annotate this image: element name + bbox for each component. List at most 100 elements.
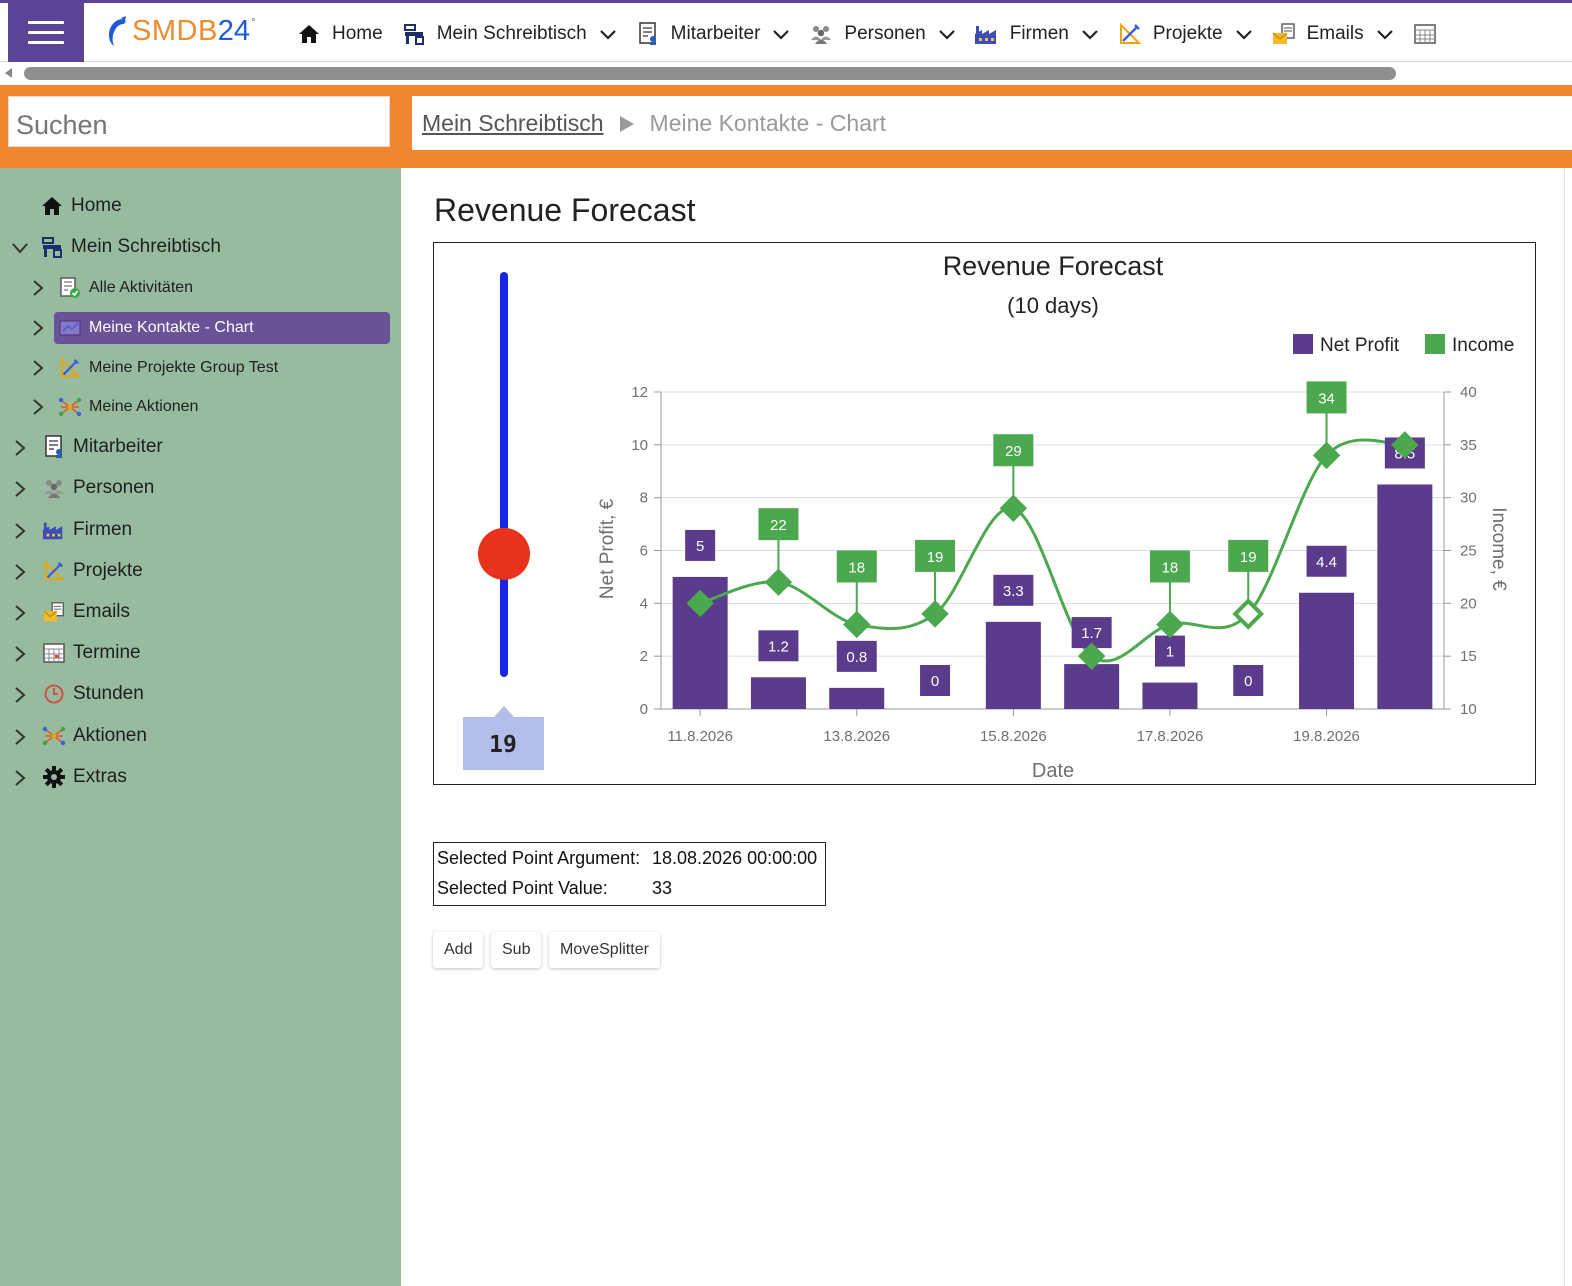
- hamburger-menu-button[interactable]: [8, 3, 84, 62]
- bar-data-label: 1.7: [1081, 625, 1102, 642]
- scroll-left-arrow-icon[interactable]: [5, 68, 12, 78]
- breadcrumb-parent-link[interactable]: Mein Schreibtisch: [422, 110, 604, 136]
- menu-line: [28, 31, 64, 34]
- income-data-label-box: [758, 508, 799, 541]
- sidebar-item-aktionen[interactable]: Aktionen: [42, 724, 147, 748]
- chevron-right-icon[interactable]: [13, 563, 27, 581]
- nav-firmen[interactable]: Firmen: [974, 22, 1099, 46]
- chevron-right-icon[interactable]: [31, 398, 45, 416]
- x-axis-title: Date: [1032, 760, 1074, 782]
- income-marker[interactable]: [1312, 441, 1341, 470]
- bar-data-label-box: [1233, 665, 1264, 696]
- y2-tick-label: 40: [1460, 384, 1477, 401]
- y2-tick-label: 30: [1460, 490, 1477, 507]
- chevron-right-icon[interactable]: [31, 279, 45, 297]
- x-tick-label: 15.8.2026: [980, 728, 1047, 745]
- chevron-right-icon[interactable]: [13, 439, 27, 457]
- brand-mark: °: [251, 16, 256, 29]
- sidebar-item-label: Projekte: [73, 560, 143, 581]
- income-marker[interactable]: [686, 589, 714, 618]
- sidebar-item-termine[interactable]: Termine: [42, 641, 141, 665]
- project-icon: [1117, 22, 1143, 46]
- chart-title: Revenue Forecast: [943, 251, 1164, 281]
- nav-home[interactable]: Home: [296, 22, 383, 46]
- chevron-down-icon[interactable]: [11, 241, 29, 255]
- income-marker-selected[interactable]: [1232, 598, 1265, 630]
- add-button[interactable]: Add: [433, 932, 484, 968]
- scrollbar-thumb[interactable]: [24, 67, 1396, 80]
- nav-mein-schreibtisch[interactable]: Mein Schreibtisch: [401, 22, 617, 46]
- search-input[interactable]: [8, 96, 390, 147]
- chevron-right-icon[interactable]: [13, 604, 27, 622]
- y2-tick-label: 25: [1460, 543, 1477, 560]
- income-marker[interactable]: [1391, 431, 1419, 459]
- income-marker[interactable]: [1156, 610, 1184, 639]
- nav-projekte[interactable]: Projekte: [1117, 22, 1253, 46]
- activities-icon: [58, 276, 82, 300]
- sidebar-item-personen[interactable]: Personen: [42, 476, 154, 500]
- income-marker[interactable]: [1077, 642, 1106, 670]
- income-data-label-box: [1149, 550, 1190, 583]
- move-splitter-button[interactable]: MoveSplitter: [549, 932, 660, 968]
- nav-personen[interactable]: Personen: [808, 22, 955, 46]
- chevron-right-icon[interactable]: [31, 319, 45, 337]
- sidebar-item-home[interactable]: Home: [40, 194, 122, 218]
- chevron-right-icon[interactable]: [13, 522, 27, 540]
- sidebar-item-emails[interactable]: Emails: [42, 600, 130, 624]
- slider-handle[interactable]: [478, 527, 530, 580]
- factory-icon: [974, 22, 1000, 46]
- bar-data-label-box: [836, 640, 877, 672]
- income-data-label: 18: [848, 559, 865, 576]
- home-icon: [296, 22, 322, 46]
- clock-icon: [42, 682, 66, 706]
- brand-logo[interactable]: SMDB 24 °: [104, 15, 255, 48]
- income-marker[interactable]: [921, 600, 949, 628]
- chevron-right-icon[interactable]: [13, 480, 27, 498]
- chevron-right-icon[interactable]: [13, 728, 27, 746]
- sidebar-item-firmen[interactable]: Firmen: [42, 518, 132, 542]
- nav-mitarbeiter[interactable]: Mitarbeiter: [635, 22, 791, 46]
- bar-data-label-box: [920, 665, 951, 696]
- nav-emails-label: Emails: [1306, 23, 1364, 44]
- sidebar-item-stunden[interactable]: Stunden: [42, 682, 144, 706]
- range-slider[interactable]: 19: [463, 272, 544, 770]
- sidebar-item-extras[interactable]: Extras: [42, 765, 127, 789]
- selected-argument-label: Selected Point Argument:: [437, 848, 641, 868]
- nav-emails[interactable]: Emails: [1271, 22, 1394, 46]
- sidebar-item-label: Meine Kontakte - Chart: [89, 319, 254, 336]
- income-marker[interactable]: [843, 610, 871, 639]
- sidebar-item-alle-aktivitaeten[interactable]: Alle Aktivitäten: [58, 276, 193, 300]
- income-data-label: 18: [1162, 559, 1179, 576]
- chevron-right-icon[interactable]: [31, 359, 45, 377]
- sidebar-item-label: Home: [71, 195, 122, 216]
- income-marker[interactable]: [764, 568, 793, 596]
- sidebar-item-meine-aktionen[interactable]: Meine Aktionen: [58, 395, 198, 419]
- menu-line: [28, 41, 64, 44]
- nav-termine-partial[interactable]: [1412, 22, 1448, 46]
- legend-label-net-profit[interactable]: Net Profit: [1320, 335, 1400, 356]
- sidebar-item-meine-projekte-group-test[interactable]: Meine Projekte Group Test: [58, 356, 278, 380]
- sidebar-item-mein-schreibtisch[interactable]: Mein Schreibtisch: [40, 235, 221, 259]
- y-axis-title: Net Profit, €: [597, 498, 618, 599]
- bar-data-label: 1: [1166, 644, 1174, 661]
- calendar-icon: [1412, 22, 1438, 46]
- people-icon: [808, 22, 834, 46]
- bar-data-label: 0.8: [846, 649, 867, 666]
- sidebar-item-projekte[interactable]: Projekte: [42, 559, 143, 583]
- employee-icon: [635, 22, 661, 46]
- sidebar-item-mitarbeiter[interactable]: Mitarbeiter: [42, 435, 163, 459]
- chevron-right-icon[interactable]: [13, 645, 27, 663]
- main-nav: Home Mein Schreibtisch Mitarbeiter Perso…: [296, 15, 1448, 53]
- sidebar-item-meine-kontakte-chart[interactable]: Meine Kontakte - Chart: [58, 316, 254, 340]
- income-data-label: 22: [770, 517, 787, 534]
- legend-label-income[interactable]: Income: [1452, 335, 1514, 356]
- chart-legend: Net Profit Income: [1293, 334, 1514, 356]
- income-marker[interactable]: [999, 494, 1028, 522]
- breadcrumb-container: Mein Schreibtisch Meine Kontakte - Chart: [412, 96, 1572, 150]
- horizontal-scrollbar[interactable]: [0, 63, 1572, 85]
- chevron-right-icon[interactable]: [13, 769, 27, 787]
- sub-button[interactable]: Sub: [491, 932, 542, 968]
- chevron-right-icon[interactable]: [13, 686, 27, 704]
- search-breadcrumb-bar: Mein Schreibtisch Meine Kontakte - Chart: [0, 85, 1572, 168]
- calendar-icon: [42, 641, 66, 665]
